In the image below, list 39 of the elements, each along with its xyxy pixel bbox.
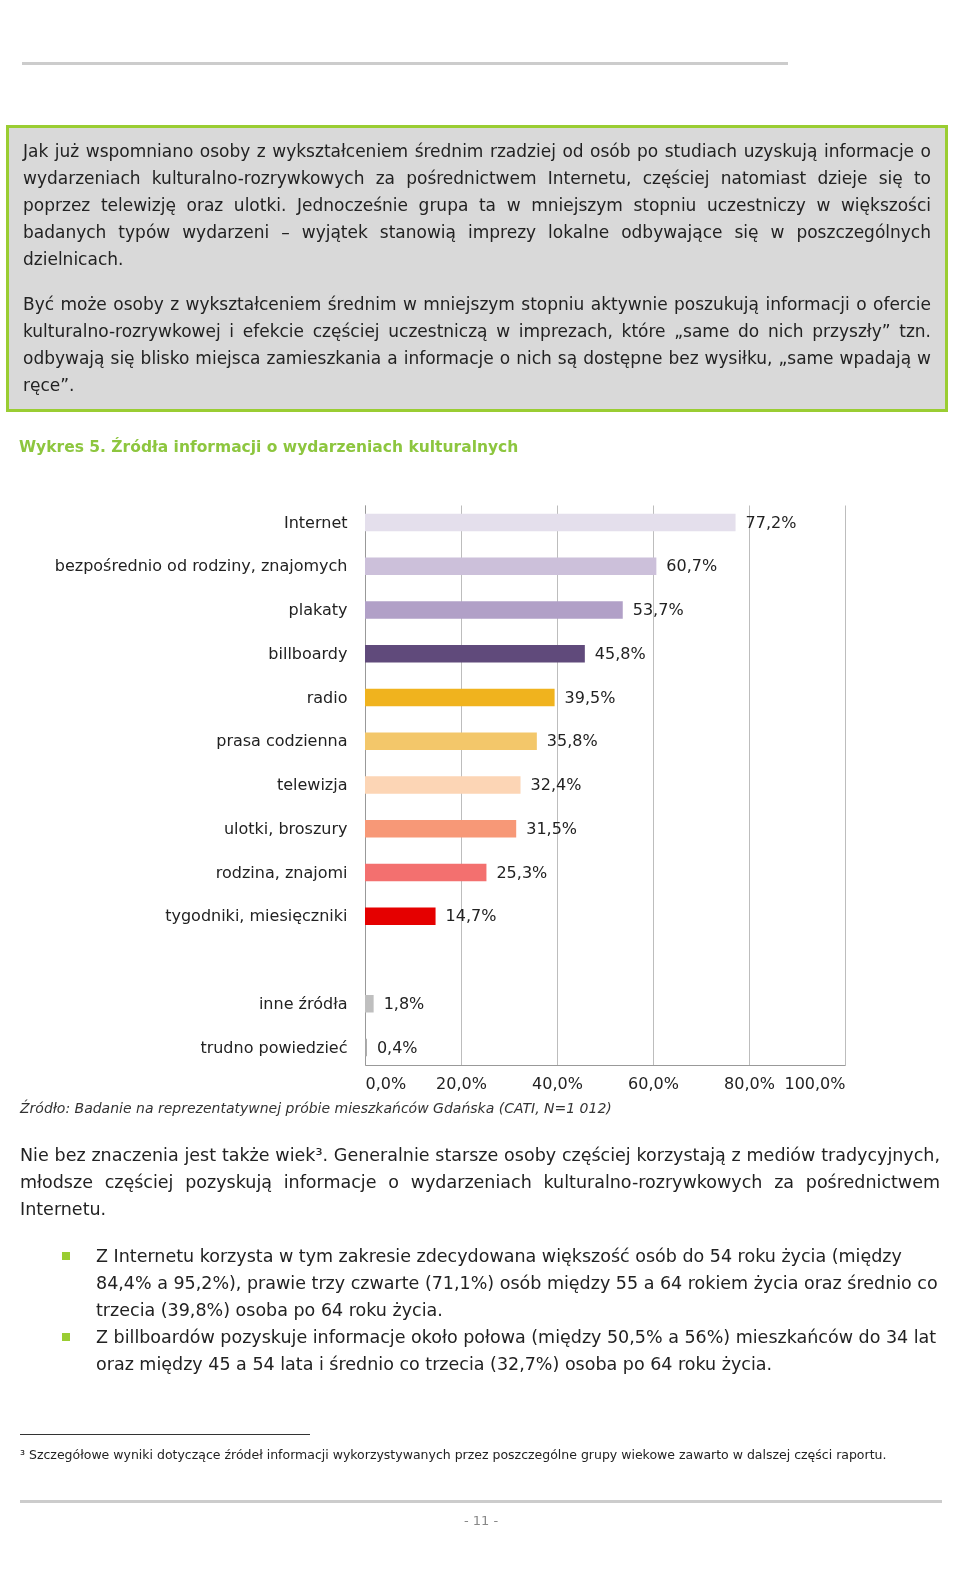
data-label: 32,4%: [530, 775, 582, 794]
y-tick-label: tygodniki, miesięczniki: [165, 906, 348, 926]
text: Jak już wspomniano osoby z wykształceniem średnim rzadziej od osób po studiach uzyskują informacje o wydarzeniach kulturalno-rozrywkowych za pośrednictwem Internetu, częściej natomiast dzieje się to poprzez telewizję oraz ulotki. Jednocześnie grupa ta w mniejszym stopniu uczestniczy w większości badanych typów wydarzeni – wyjątek stanowią imprezy lokalne odbywające się w poszczególnych dzielnicach.: [23, 140, 931, 271]
text: Z billboardów pozyskuje informacje około połowa (między 50,5% a 56%) mieszkańców do 34 lat oraz między 45 a 54 lata i średnio co trzecia (32,7%) osoba po 64 roku życia.: [96, 1326, 938, 1376]
data-label: 45,8%: [594, 643, 646, 663]
data-label: 39,5%: [564, 687, 616, 707]
data-label: 35,8%: [546, 731, 598, 751]
data-label: 25,3%: [496, 862, 548, 882]
x-tick-label: 80,0%: [724, 1073, 775, 1093]
text: Nie bez znaczenia jest także wiek³. Generalnie starsze osoby częściej korzystają z mediów tradycyjnych, młodsze częściej pozyskują informacje o wydarzeniach kulturalno-rozrywkowych za pośrednictwem Internetu.: [20, 1144, 940, 1221]
y-tick-label: rodzina, znajomi: [215, 862, 348, 882]
data-label: 77,2%: [745, 512, 797, 532]
y-tick-label: telewizja: [276, 775, 348, 794]
chart-title: Wykres 5. Źródła informacji o wydarzeniach kulturalnych: [19, 436, 519, 456]
x-tick-label: 20,0%: [436, 1073, 487, 1093]
y-tick-label: billboardy: [268, 643, 348, 663]
data-label: 53,7%: [632, 600, 684, 619]
text: Być może osoby z wykształceniem średnim w mniejszym stopniu aktywnie poszukują informacji o ofercie kulturalno-rozrywkowej i efekcie częściej uczestniczą w imprezach, które „same do nich przyszły” tzn. odbywają się blisko miejsca zamieszkania a informacje o nich są dostępne bez wysiłku, „same wpadają w ręce”.: [23, 293, 931, 397]
text: ³ Szczegółowe wyniki dotyczące źródeł informacji wykorzystywanych przez poszczególne grupy wiekowe zawarto w dalszej części raportu.: [20, 1447, 888, 1462]
text: Źródło: Badanie na reprezentatywnej próbie mieszkańców Gdańska (CATI, N=1 012): [20, 1100, 613, 1116]
y-tick-label: bezpośrednio od rodziny, znajomych: [54, 556, 348, 576]
data-label: 1,8%: [383, 993, 425, 1013]
y-tick-label: inne źródła: [258, 993, 348, 1013]
data-label: 14,7%: [445, 906, 497, 926]
y-tick-label: prasa codzienna: [216, 731, 348, 751]
data-label: 60,7%: [666, 556, 718, 576]
y-tick-label: plakaty: [288, 600, 348, 619]
data-label: 31,5%: [526, 818, 578, 838]
y-tick-label: radio: [306, 687, 348, 707]
x-tick-label: 0,0%: [365, 1073, 407, 1093]
text: Z Internetu korzysta w tym zakresie zdecydowana większość osób do 54 roku życia (między 84,4% a 95,2%), prawie trzy czwarte (71,1%) osób między 55 a 64 rokiem życia oraz średnio co trzecia (39,8%) osoba po 64 roku życia.: [96, 1245, 939, 1322]
x-tick-label: 100,0%: [784, 1073, 846, 1093]
data-label: 0,4%: [376, 1037, 418, 1057]
y-tick-label: trudno powiedzieć: [200, 1037, 348, 1057]
text: - 11 -: [20, 1500, 942, 1528]
x-tick-label: 40,0%: [532, 1073, 583, 1093]
y-tick-label: ulotki, broszury: [223, 818, 348, 838]
x-tick-label: 60,0%: [628, 1073, 679, 1093]
y-tick-label: Internet: [283, 512, 348, 532]
